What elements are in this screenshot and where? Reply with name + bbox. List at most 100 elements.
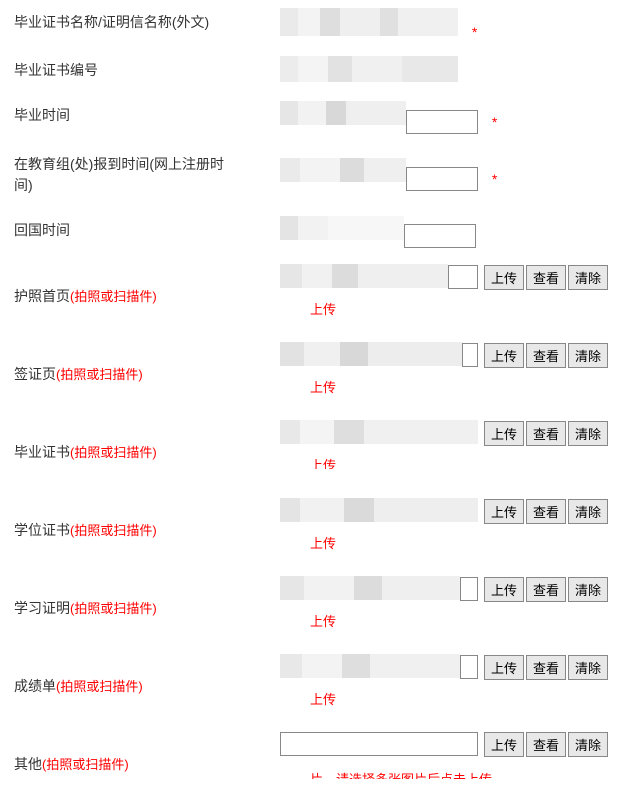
- clear-button[interactable]: 清除: [568, 265, 608, 290]
- upload-button[interactable]: 上传: [484, 655, 524, 680]
- label-text: 其他: [14, 756, 42, 772]
- label-degree-cert: 学位证书(拍照或扫描件): [0, 496, 280, 547]
- file-input-passport[interactable]: [448, 265, 478, 289]
- date-input-edu-report[interactable]: [406, 167, 478, 191]
- view-button[interactable]: 查看: [526, 421, 566, 446]
- clear-button[interactable]: 清除: [568, 655, 608, 680]
- value-cert-number: [280, 54, 640, 87]
- upload-button[interactable]: 上传: [484, 265, 524, 290]
- row-study-proof: 学习证明(拍照或扫描件) 上传 查看 清除 上传: [0, 568, 640, 646]
- hint-photo-scan: (拍照或扫描件): [56, 679, 143, 694]
- required-asterisk: *: [492, 114, 497, 130]
- date-input-return[interactable]: [404, 224, 476, 248]
- row-passport-first: 护照首页(拍照或扫描件) 上传 查看 清除 上传: [0, 256, 640, 334]
- required-asterisk: *: [492, 171, 497, 187]
- label-edu-report-date: 在教育组(处)报到时间(网上注册时 间): [0, 148, 280, 202]
- upload-status-text: 上传: [310, 455, 640, 469]
- file-input-transcript[interactable]: [460, 655, 478, 679]
- row-cert-name-foreign: 毕业证书名称/证明信名称(外文) *: [0, 0, 640, 48]
- upload-status-text: 上传: [310, 377, 640, 396]
- file-input-study-proof[interactable]: [460, 577, 478, 601]
- clear-button[interactable]: 清除: [568, 499, 608, 524]
- label-text: 学习证明: [14, 600, 70, 616]
- label-text: 成绩单: [14, 678, 56, 694]
- hint-photo-scan: (拍照或扫描件): [56, 367, 143, 382]
- label-line-1: 在教育组(处)报到时间(网上注册时: [14, 156, 224, 172]
- upload-status-text: 上传: [310, 611, 640, 630]
- blurred-value: [280, 216, 404, 243]
- date-input-grad[interactable]: [406, 110, 478, 134]
- label-text: 签证页: [14, 366, 56, 382]
- label-visa-page: 签证页(拍照或扫描件): [0, 340, 280, 391]
- footer-hint-text: 片，请选择多张图片后点击上传: [310, 769, 640, 779]
- row-grad-date: 毕业时间 *: [0, 93, 640, 141]
- label-cert-name-foreign: 毕业证书名称/证明信名称(外文): [0, 6, 280, 39]
- row-cert-number: 毕业证书编号: [0, 48, 640, 93]
- upload-status-text: 上传: [310, 689, 640, 708]
- view-button[interactable]: 查看: [526, 343, 566, 368]
- value-grad-date: *: [280, 99, 640, 135]
- value-study-proof: 上传 查看 清除 上传: [280, 574, 640, 632]
- upload-button[interactable]: 上传: [484, 499, 524, 524]
- upload-button[interactable]: 上传: [484, 421, 524, 446]
- view-button[interactable]: 查看: [526, 265, 566, 290]
- hint-photo-scan: (拍照或扫描件): [70, 523, 157, 538]
- hint-photo-scan: (拍照或扫描件): [70, 601, 157, 616]
- hint-photo-scan: (拍照或扫描件): [70, 289, 157, 304]
- upload-status-text: 上传: [310, 299, 640, 318]
- blurred-value: [280, 56, 458, 85]
- label-text: 毕业证书: [14, 444, 70, 460]
- label-cert-number: 毕业证书编号: [0, 54, 280, 87]
- clear-button[interactable]: 清除: [568, 577, 608, 602]
- label-grad-date: 毕业时间: [0, 99, 280, 132]
- label-study-proof: 学习证明(拍照或扫描件): [0, 574, 280, 625]
- view-button[interactable]: 查看: [526, 499, 566, 524]
- blurred-value: [280, 654, 460, 681]
- row-return-date: 回国时间: [0, 208, 640, 256]
- value-passport-first: 上传 查看 清除 上传: [280, 262, 640, 320]
- blurred-value: [280, 420, 478, 447]
- blurred-value: [280, 101, 406, 128]
- blurred-value: [280, 576, 460, 603]
- view-button[interactable]: 查看: [526, 732, 566, 757]
- upload-button[interactable]: 上传: [484, 732, 524, 757]
- label-line-2: 间): [14, 177, 33, 193]
- upload-status-text: 上传: [310, 533, 640, 552]
- required-asterisk: *: [472, 24, 477, 40]
- value-degree-cert: 上传 查看 清除 上传: [280, 496, 640, 554]
- row-grad-cert: 毕业证书(拍照或扫描件) 上传 查看 清除 上传: [0, 412, 640, 490]
- value-return-date: [280, 214, 640, 250]
- row-edu-report-date: 在教育组(处)报到时间(网上注册时 间) *: [0, 142, 640, 208]
- label-other: 其他(拍照或扫描件): [0, 730, 280, 781]
- file-input-other[interactable]: [280, 732, 478, 756]
- value-grad-cert: 上传 查看 清除 上传: [280, 418, 640, 471]
- blurred-value: [280, 158, 406, 185]
- value-other: 上传 查看 清除 片，请选择多张图片后点击上传: [280, 730, 640, 781]
- row-transcript: 成绩单(拍照或扫描件) 上传 查看 清除 上传: [0, 646, 640, 724]
- value-visa-page: 上传 查看 清除 上传: [280, 340, 640, 398]
- blurred-value: [280, 264, 448, 291]
- row-degree-cert: 学位证书(拍照或扫描件) 上传 查看 清除 上传: [0, 490, 640, 568]
- hint-photo-scan: (拍照或扫描件): [42, 757, 129, 772]
- clear-button[interactable]: 清除: [568, 732, 608, 757]
- value-cert-name-foreign: *: [280, 6, 640, 42]
- row-visa-page: 签证页(拍照或扫描件) 上传 查看 清除 上传: [0, 334, 640, 412]
- label-transcript: 成绩单(拍照或扫描件): [0, 652, 280, 703]
- value-edu-report-date: *: [280, 156, 640, 192]
- label-return-date: 回国时间: [0, 214, 280, 247]
- upload-button[interactable]: 上传: [484, 577, 524, 602]
- file-input-visa[interactable]: [462, 343, 478, 367]
- clear-button[interactable]: 清除: [568, 421, 608, 446]
- blurred-value: [280, 498, 478, 525]
- view-button[interactable]: 查看: [526, 655, 566, 680]
- clear-button[interactable]: 清除: [568, 343, 608, 368]
- label-text: 学位证书: [14, 522, 70, 538]
- blurred-value: [280, 8, 458, 39]
- view-button[interactable]: 查看: [526, 577, 566, 602]
- label-passport-first: 护照首页(拍照或扫描件): [0, 262, 280, 313]
- form-table: 毕业证书名称/证明信名称(外文) * 毕业证书编号 毕业时间 * 在教育组(处): [0, 0, 640, 802]
- blurred-value: [280, 342, 462, 369]
- hint-photo-scan: (拍照或扫描件): [70, 445, 157, 460]
- upload-button[interactable]: 上传: [484, 343, 524, 368]
- row-other: 其他(拍照或扫描件) 上传 查看 清除 片，请选择多张图片后点击上传: [0, 724, 640, 802]
